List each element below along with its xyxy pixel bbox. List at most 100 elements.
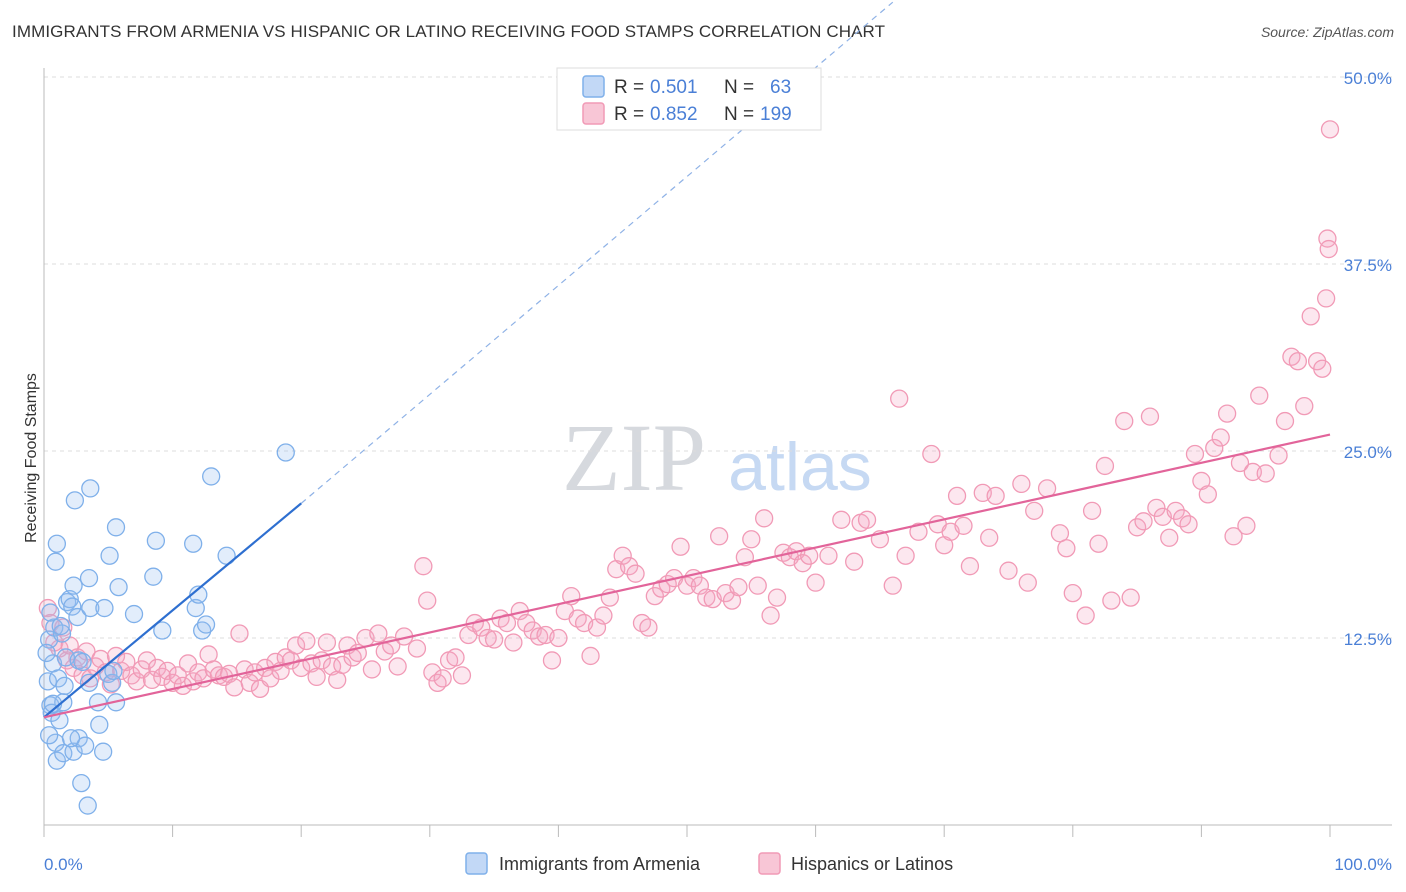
bottom-legend-label-hispanic: Hispanics or Latinos <box>791 854 953 874</box>
hispanic-point <box>292 658 311 678</box>
armenia-point <box>196 615 216 634</box>
hispanic-point <box>980 528 999 547</box>
hispanic-point <box>999 561 1018 580</box>
hispanic-point <box>1211 428 1230 447</box>
armenia-point <box>68 607 87 627</box>
hispanic-point <box>594 606 613 625</box>
hispanic-point <box>407 639 427 658</box>
y-tick-label: 37.5% <box>1344 256 1392 275</box>
bottom-legend: Immigrants from Armenia Hispanics or Lat… <box>465 852 953 875</box>
armenia-point <box>95 598 114 618</box>
hispanic-point <box>819 546 838 565</box>
legend-n-label-2: N = <box>724 104 754 125</box>
y-tick-label: 25.0% <box>1344 443 1392 462</box>
hispanic-point <box>1319 239 1338 259</box>
hispanic-point <box>729 577 748 597</box>
hispanic-point <box>1269 446 1288 465</box>
legend-swatch-blue <box>582 75 605 98</box>
armenia-point <box>88 693 108 712</box>
hispanic-point <box>504 633 523 652</box>
hispanic-point <box>761 606 780 625</box>
armenia-point <box>37 643 56 663</box>
legend-r-value-2: 0.852 <box>650 104 698 125</box>
hispanic-point <box>1237 516 1256 535</box>
armenia-point <box>47 751 67 770</box>
watermark-atlas: atlas <box>728 429 872 505</box>
y-tick-label: 12.5% <box>1344 630 1392 649</box>
armenia-trend-extension <box>300 1 894 504</box>
hispanic-point <box>225 678 244 697</box>
hispanic-point <box>433 669 452 688</box>
hispanic-point <box>1224 527 1243 546</box>
armenia-point <box>202 467 221 486</box>
chart-source: Source: ZipAtlas.com <box>1260 24 1394 40</box>
hispanic-point <box>484 630 504 649</box>
armenia-point <box>184 534 203 553</box>
armenia-point <box>78 796 97 815</box>
hispanic-point <box>1256 464 1275 483</box>
hispanic-point <box>1288 352 1307 371</box>
hispanic-point <box>960 557 980 576</box>
armenia-point <box>64 576 83 595</box>
armenia-point <box>276 443 295 462</box>
hispanic-point <box>542 651 562 670</box>
armenia-point <box>41 603 60 622</box>
hispanic-point <box>677 576 697 595</box>
legend-n-label-1: N = <box>724 77 754 98</box>
bottom-legend-label-armenia: Immigrants from Armenia <box>499 854 701 874</box>
hispanic-point <box>890 389 909 408</box>
hispanic-point <box>91 649 110 669</box>
y-tick-labels: 12.5% 25.0% 37.5% 50.0% <box>1344 69 1392 649</box>
hispanic-point <box>1320 120 1340 139</box>
hispanic-point <box>1082 501 1102 520</box>
points-layer <box>37 120 1340 815</box>
hispanic-point <box>1012 474 1031 494</box>
hispanic-point <box>142 670 162 690</box>
hispanic-point <box>1018 573 1037 592</box>
hispanic-point <box>423 663 442 682</box>
hispanic-point <box>1160 528 1179 547</box>
hispanic-point <box>800 546 819 565</box>
hispanic-point <box>1166 501 1185 520</box>
hispanic-point <box>909 522 928 541</box>
armenia-point <box>104 661 123 681</box>
grid-lines <box>44 76 1392 639</box>
armenia-point <box>52 624 72 643</box>
hispanic-point <box>857 510 877 529</box>
bottom-legend-swatch-hispanic <box>758 852 781 875</box>
hispanic-point <box>478 628 497 648</box>
armenia-point <box>64 742 83 761</box>
armenia-point <box>81 598 100 618</box>
armenia-point <box>51 616 70 636</box>
y-axis-label: Receiving Food Stamps <box>23 373 40 543</box>
hispanic-point <box>1147 498 1166 517</box>
armenia-point <box>99 664 118 684</box>
hispanic-point <box>529 627 549 646</box>
armenia-point <box>79 569 99 588</box>
hispanic-point <box>710 527 729 546</box>
hispanic-point <box>1316 289 1336 308</box>
armenia-point <box>146 531 166 550</box>
armenia-point <box>124 604 144 624</box>
armenia-point <box>50 711 69 730</box>
hispanic-point <box>452 666 472 685</box>
hispanic-point <box>317 633 337 652</box>
hispanic-point <box>832 510 851 529</box>
hispanic-point <box>240 673 259 693</box>
armenia-point <box>38 672 58 691</box>
armenia-point <box>55 676 74 696</box>
hispanic-point <box>1115 411 1134 431</box>
hispanic-point <box>1275 411 1295 431</box>
x-tick-label-min: 0.0% <box>44 855 83 874</box>
hispanic-point <box>472 618 491 637</box>
hispanic-point <box>230 624 249 643</box>
hispanic-point <box>307 667 326 687</box>
hispanic-point <box>742 530 761 549</box>
armenia-point <box>100 546 119 565</box>
armenia-point <box>69 729 88 748</box>
hispanic-point <box>748 576 767 595</box>
hispanic-point <box>1089 534 1108 553</box>
x-tick-label-max: 100.0% <box>1334 855 1392 874</box>
hispanic-point <box>148 658 167 678</box>
armenia-point <box>72 773 91 793</box>
